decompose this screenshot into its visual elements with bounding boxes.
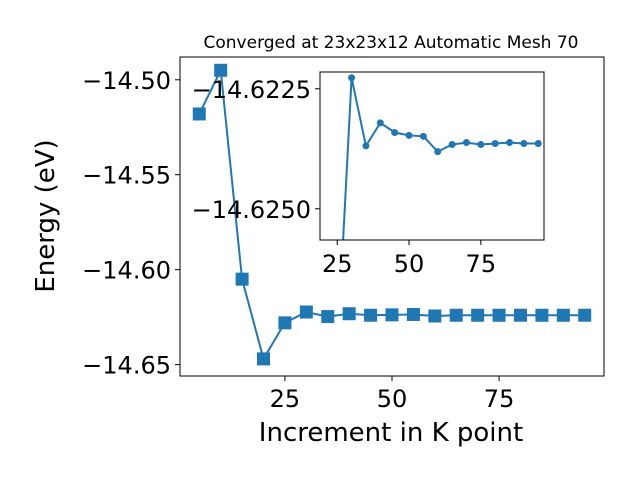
inset-data-point [376, 119, 384, 127]
inset-y-tick-label: −14.6225 [192, 76, 311, 104]
inset-data-point [506, 139, 514, 147]
main-data-point [578, 308, 592, 322]
main-data-point [556, 308, 570, 322]
inset-data-point [348, 74, 356, 82]
main-x-tick-label: 75 [484, 385, 515, 413]
main-chart-title: Converged at 23x23x12 Automatic Mesh 70 [204, 33, 579, 53]
main-data-point [406, 307, 420, 321]
inset-data-point [491, 140, 499, 148]
inset-x-tick-label: 50 [394, 250, 425, 278]
main-data-point [364, 308, 378, 322]
main-data-point [385, 308, 399, 322]
main-data-point [257, 352, 271, 366]
inset-axes-frame [319, 71, 545, 241]
main-x-axis-label: Increment in K point [259, 418, 523, 448]
inset-data-point [448, 140, 456, 148]
inset-data-point [462, 139, 470, 147]
inset-y-tick-label: −14.6250 [192, 196, 311, 224]
main-data-point [278, 316, 292, 330]
main-data-point [428, 309, 442, 323]
inset-series-markers [348, 74, 542, 156]
main-y-axis-label: Energy (eV) [31, 139, 61, 292]
main-data-point [299, 305, 313, 319]
main-series-markers [192, 63, 592, 366]
main-x-tick-label: 50 [377, 385, 408, 413]
inset-x-tick-label: 75 [466, 250, 497, 278]
inset-x-tick-label: 25 [322, 250, 353, 278]
inset-x-axis: 25 50 75 [322, 240, 496, 278]
inset-data-point [477, 140, 485, 148]
main-data-point [214, 63, 228, 77]
main-y-tick-label: −14.55 [82, 162, 171, 190]
main-plot [192, 63, 592, 366]
main-data-point [513, 308, 527, 322]
main-data-point [321, 310, 335, 324]
inset-plot [342, 74, 542, 240]
inset-data-point [534, 140, 542, 148]
inset-data-point [520, 140, 528, 148]
main-data-point [449, 308, 463, 322]
inset-data-point [362, 142, 370, 150]
inset-data-point [434, 148, 442, 156]
main-y-tick-label: −14.65 [82, 352, 171, 380]
main-y-tick-label: −14.50 [82, 67, 171, 95]
inset-background [320, 72, 544, 240]
main-data-point [535, 308, 549, 322]
inset-data-point [391, 128, 399, 136]
inset-y-axis: −14.6250 −14.6225 [192, 76, 320, 224]
inset-data-point [419, 132, 427, 140]
main-data-point [471, 308, 485, 322]
main-y-axis: −14.50 −14.55 −14.60 −14.65 [82, 67, 180, 380]
main-data-point [192, 107, 206, 121]
main-data-point [492, 308, 506, 322]
inset-data-point [405, 131, 413, 139]
main-x-axis: 25 50 75 [270, 376, 515, 413]
main-x-tick-label: 25 [270, 385, 301, 413]
main-data-point [235, 272, 249, 286]
main-data-point [342, 307, 356, 321]
main-y-tick-label: −14.60 [82, 257, 171, 285]
